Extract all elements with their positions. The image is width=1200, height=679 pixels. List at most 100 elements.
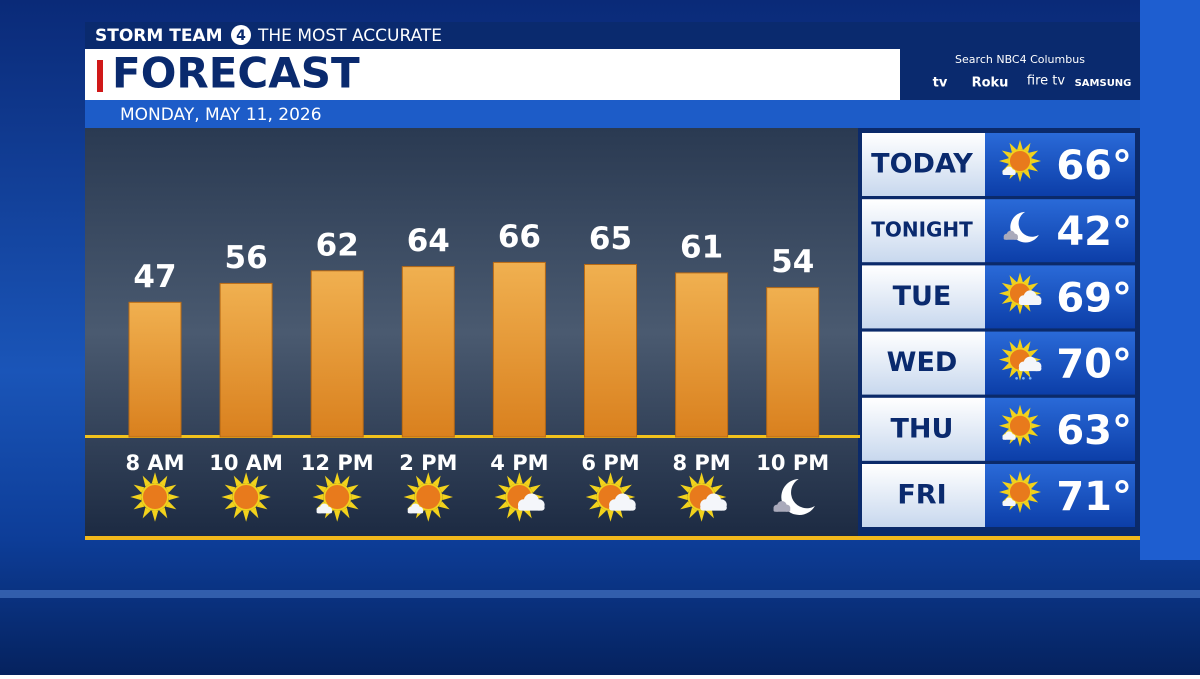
day-temp: 66°	[1056, 143, 1132, 189]
sun-ray	[516, 510, 523, 522]
cloud	[1018, 356, 1042, 372]
cloud-part	[1002, 436, 1016, 440]
sun-ray	[598, 507, 607, 519]
sun-ray	[159, 475, 168, 487]
sun-ray	[256, 501, 268, 510]
day-temp: 71°	[1056, 474, 1132, 520]
weather-icon	[221, 472, 271, 522]
data-label: 64	[407, 223, 450, 259]
promo-text: Search NBC4 Columbus	[955, 53, 1085, 66]
cloud	[700, 493, 727, 511]
date: MONDAY, MAY 11, 2026	[120, 105, 322, 125]
sun-ray	[1009, 407, 1017, 417]
sun-ray	[406, 484, 418, 493]
date-band	[85, 100, 1140, 128]
sun-ray	[347, 484, 359, 493]
cloud-part	[609, 504, 636, 511]
sun-ray	[1017, 172, 1023, 182]
cloud	[518, 493, 545, 511]
sun-ray	[1001, 415, 1012, 423]
sun-ray	[1023, 142, 1031, 153]
sun-ray	[1009, 368, 1017, 378]
sun-ray	[698, 510, 705, 522]
sun-ray	[1009, 142, 1017, 153]
bar	[310, 270, 364, 438]
x-tick-label: 10 AM	[209, 451, 283, 475]
top-bar	[85, 22, 1140, 49]
chart-background	[85, 128, 863, 538]
sun-disc	[1007, 479, 1033, 505]
x-tick-label: 8 AM	[125, 451, 184, 475]
sun-ray	[585, 493, 597, 501]
cloud	[316, 503, 333, 514]
sun-ray	[442, 493, 453, 501]
data-label: 62	[316, 227, 359, 263]
sun-ray	[403, 493, 415, 501]
sun-ray	[1017, 371, 1023, 381]
sun-ray	[334, 472, 341, 484]
sun-ray	[133, 501, 145, 510]
sun-ray	[1028, 150, 1039, 158]
sun-disc	[1007, 413, 1033, 438]
x-tick-label: 10 PM	[756, 451, 829, 475]
cloud	[1002, 166, 1016, 175]
day-temp: 70°	[1056, 342, 1132, 388]
data-label: 66	[498, 219, 541, 255]
sun-ray	[347, 501, 359, 510]
sun-ray	[221, 493, 233, 501]
x-tick-label: 12 PM	[301, 451, 374, 475]
sun-ray	[1009, 473, 1017, 484]
sun-ray	[1028, 282, 1039, 290]
sun-ray	[1023, 500, 1031, 511]
sun-ray	[142, 475, 151, 487]
rain-drop	[1015, 376, 1018, 380]
sun-ray	[1028, 164, 1039, 172]
day-name: THU	[891, 413, 954, 444]
sun-ray	[1031, 158, 1041, 164]
sun-ray	[425, 510, 432, 522]
platform: fire tv	[1027, 74, 1065, 89]
day-temp: 69°	[1056, 275, 1132, 321]
cloud-part	[773, 508, 791, 512]
day-label-cell	[862, 133, 985, 196]
sun-ray	[507, 475, 516, 487]
sun-ray	[1023, 169, 1031, 180]
sun-ray	[432, 507, 441, 519]
sun-ray	[1017, 404, 1023, 414]
sun-ray	[1017, 503, 1023, 513]
sun-ray	[341, 507, 350, 519]
day-name: TUE	[893, 281, 952, 312]
data-label: 47	[133, 259, 176, 295]
cloud-part	[1018, 300, 1042, 305]
sun-ray	[589, 484, 600, 493]
weather-icon	[999, 140, 1041, 182]
sun-ray	[250, 507, 259, 519]
data-label: 65	[589, 221, 632, 257]
sun-ray	[1028, 429, 1039, 437]
side-pillar	[1140, 0, 1200, 560]
day-name: FRI	[897, 480, 946, 511]
sun-ray	[1017, 471, 1023, 481]
day-temp: 63°	[1056, 408, 1132, 454]
sun-ray	[165, 484, 177, 493]
sun-ray	[1031, 423, 1041, 429]
sun-ray	[1017, 305, 1023, 315]
brand-number: 4	[236, 28, 246, 44]
sun-ray	[614, 475, 623, 487]
sun-ray	[607, 510, 614, 522]
day-label-cell	[862, 265, 985, 329]
tagline: THE MOST ACCURATE	[257, 26, 442, 46]
moon	[781, 479, 815, 515]
sun-ray	[1028, 415, 1039, 423]
sun-ray	[1023, 341, 1031, 351]
sun-ray	[438, 501, 450, 510]
cloud	[407, 503, 424, 514]
data-label: 61	[680, 229, 723, 265]
sun-ray	[1023, 473, 1031, 484]
data-label: 56	[225, 240, 268, 276]
sun-ray	[999, 489, 1009, 495]
data-label: 54	[771, 244, 814, 280]
sun-ray	[233, 507, 242, 519]
sun-ray	[250, 475, 259, 487]
rain-drop	[1022, 376, 1025, 380]
